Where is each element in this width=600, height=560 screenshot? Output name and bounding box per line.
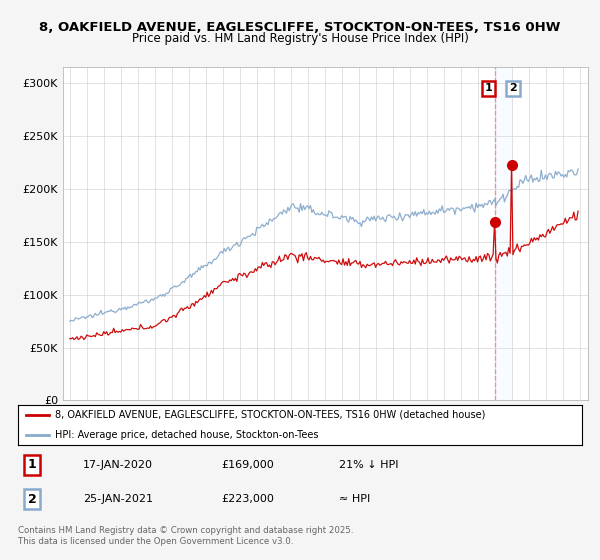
Text: 1: 1	[28, 458, 37, 471]
Text: £169,000: £169,000	[221, 460, 274, 470]
Text: 2: 2	[509, 83, 517, 94]
Text: ≈ HPI: ≈ HPI	[340, 494, 371, 505]
Text: 25-JAN-2021: 25-JAN-2021	[83, 494, 153, 505]
Bar	[495, 67, 512, 400]
Text: 21% ↓ HPI: 21% ↓ HPI	[340, 460, 399, 470]
Text: Contains HM Land Registry data © Crown copyright and database right 2025.
This d: Contains HM Land Registry data © Crown c…	[18, 526, 353, 546]
Text: £223,000: £223,000	[221, 494, 274, 505]
Text: 17-JAN-2020: 17-JAN-2020	[83, 460, 153, 470]
Text: 8, OAKFIELD AVENUE, EAGLESCLIFFE, STOCKTON-ON-TEES, TS16 0HW (detached house): 8, OAKFIELD AVENUE, EAGLESCLIFFE, STOCKT…	[55, 410, 485, 420]
Text: 1: 1	[485, 83, 493, 94]
Text: 2: 2	[28, 493, 37, 506]
Text: Price paid vs. HM Land Registry's House Price Index (HPI): Price paid vs. HM Land Registry's House …	[131, 32, 469, 45]
Text: 8, OAKFIELD AVENUE, EAGLESCLIFFE, STOCKTON-ON-TEES, TS16 0HW: 8, OAKFIELD AVENUE, EAGLESCLIFFE, STOCKT…	[40, 21, 560, 34]
Text: HPI: Average price, detached house, Stockton-on-Tees: HPI: Average price, detached house, Stoc…	[55, 430, 318, 440]
